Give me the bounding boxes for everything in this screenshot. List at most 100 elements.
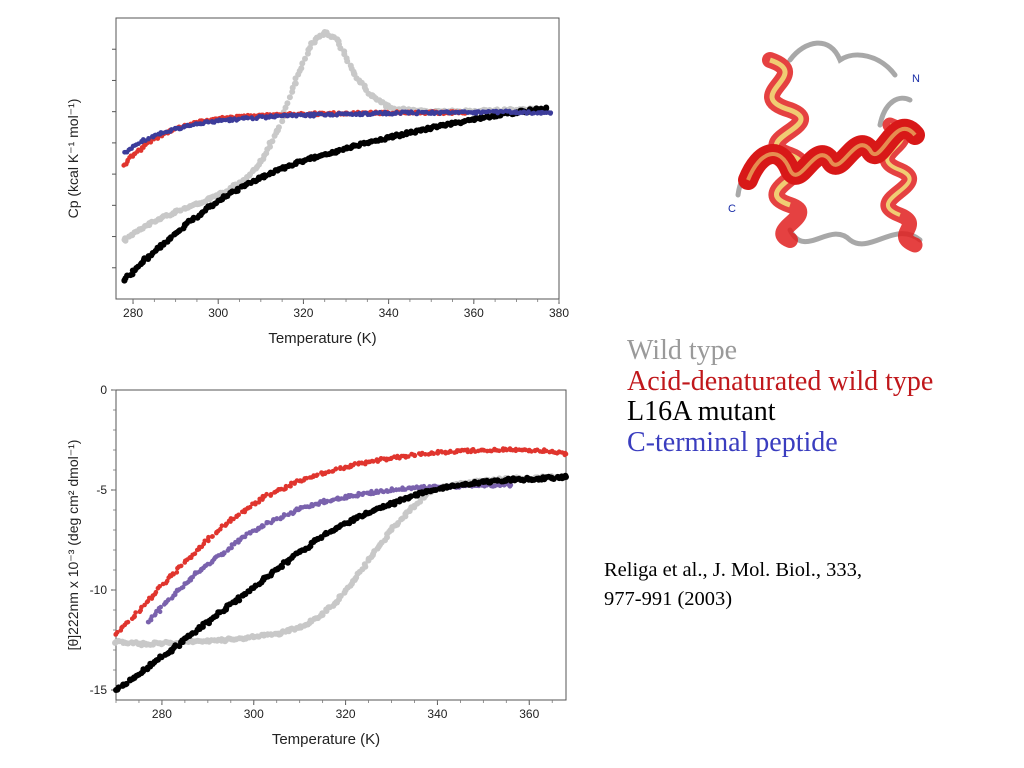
x-axis-label-cd: Temperature (K) xyxy=(272,731,380,748)
data-point xyxy=(259,114,265,119)
data-point xyxy=(187,555,192,561)
data-point xyxy=(364,139,371,146)
data-point xyxy=(157,609,163,615)
legend-item-c-terminal-peptide: C-terminal peptide xyxy=(627,426,838,458)
data-point xyxy=(433,110,439,115)
data-point xyxy=(168,647,175,653)
data-point xyxy=(259,577,266,583)
x-tick-label: 280 xyxy=(123,306,143,320)
data-point xyxy=(297,506,303,512)
loop-bottom xyxy=(787,227,923,247)
legend: Wild type Acid-denaturated wild type L16… xyxy=(627,335,933,458)
data-point xyxy=(145,619,151,625)
data-point xyxy=(449,120,456,127)
data-point xyxy=(242,507,247,513)
loop-top-right xyxy=(877,95,913,128)
data-point xyxy=(286,94,293,101)
data-point xyxy=(250,634,257,640)
data-point xyxy=(268,492,274,497)
data-point xyxy=(320,470,325,476)
data-point xyxy=(304,475,309,481)
data-point xyxy=(351,71,358,78)
data-point xyxy=(330,469,335,474)
data-point xyxy=(236,116,242,122)
data-point xyxy=(321,151,328,158)
data-point xyxy=(210,534,215,539)
data-point xyxy=(138,260,145,267)
data-point xyxy=(218,526,223,532)
data-point xyxy=(406,507,413,513)
data-point xyxy=(153,589,159,595)
data-point xyxy=(279,118,286,125)
chart-cp: 280 300 320 340 360 380 Temperature (K) Cp (kca… xyxy=(65,17,569,347)
data-point xyxy=(113,639,119,645)
data-point xyxy=(219,551,224,557)
series-c-terminal-peptide xyxy=(145,481,514,625)
data-point xyxy=(133,610,138,615)
data-point xyxy=(458,448,463,454)
data-point xyxy=(301,113,306,118)
data-point xyxy=(423,452,428,457)
x-tick-label: 320 xyxy=(293,306,313,320)
data-point xyxy=(480,479,487,485)
data-point xyxy=(231,516,236,522)
x-tick-label: 340 xyxy=(427,707,447,721)
data-point xyxy=(425,488,432,494)
x-tick-label: 300 xyxy=(208,306,228,320)
data-point xyxy=(431,451,437,457)
series-wild-type xyxy=(121,29,541,244)
data-point xyxy=(465,447,470,453)
data-point xyxy=(320,499,325,505)
data-point xyxy=(189,216,196,223)
data-point xyxy=(250,116,256,122)
data-point xyxy=(219,523,225,528)
data-point xyxy=(388,501,395,507)
data-point xyxy=(343,145,349,152)
legend-item-wild-type: Wild type xyxy=(627,335,738,366)
data-point xyxy=(326,469,332,474)
data-point xyxy=(172,208,179,215)
data-point xyxy=(282,513,288,518)
data-point xyxy=(370,508,377,514)
data-point xyxy=(428,110,434,115)
data-point xyxy=(113,687,119,693)
x-tick-label: 340 xyxy=(379,306,399,320)
data-point xyxy=(121,277,128,284)
y-axis-label-cp: Cp (kcal K⁻¹ mol⁻¹) xyxy=(65,99,81,219)
citation-line-2: 977-991 (2003) xyxy=(604,588,733,610)
data-point xyxy=(563,451,569,457)
data-point xyxy=(526,476,533,482)
data-point xyxy=(470,116,477,123)
data-point xyxy=(487,109,492,114)
data-point xyxy=(241,116,247,121)
data-point xyxy=(361,490,367,496)
data-point xyxy=(130,153,136,158)
data-point xyxy=(406,454,411,459)
data-point xyxy=(215,118,221,124)
data-point xyxy=(204,619,211,625)
citation: Religa et al., J. Mol. Biol., 333, 977-9… xyxy=(604,556,862,614)
data-point xyxy=(274,516,280,522)
data-point xyxy=(428,124,435,131)
data-point xyxy=(240,183,247,189)
x-tick-label: 320 xyxy=(336,707,356,721)
data-point xyxy=(315,472,320,478)
data-point xyxy=(526,109,531,114)
data-point xyxy=(154,608,159,614)
plot-frame-cp xyxy=(115,17,560,300)
data-point xyxy=(416,109,421,114)
data-point xyxy=(352,461,358,466)
x-tick-label: 280 xyxy=(152,707,172,721)
x-tick-label: 380 xyxy=(549,306,569,320)
data-point xyxy=(189,202,196,209)
data-point xyxy=(260,495,266,501)
data-point xyxy=(278,630,285,636)
data-point xyxy=(471,110,477,115)
data-point xyxy=(186,633,193,639)
data-point xyxy=(385,104,392,110)
data-point xyxy=(412,452,417,458)
data-point xyxy=(206,203,213,210)
data-point xyxy=(257,158,264,165)
data-point xyxy=(299,60,306,67)
y-tick-label: -15 xyxy=(90,683,108,697)
